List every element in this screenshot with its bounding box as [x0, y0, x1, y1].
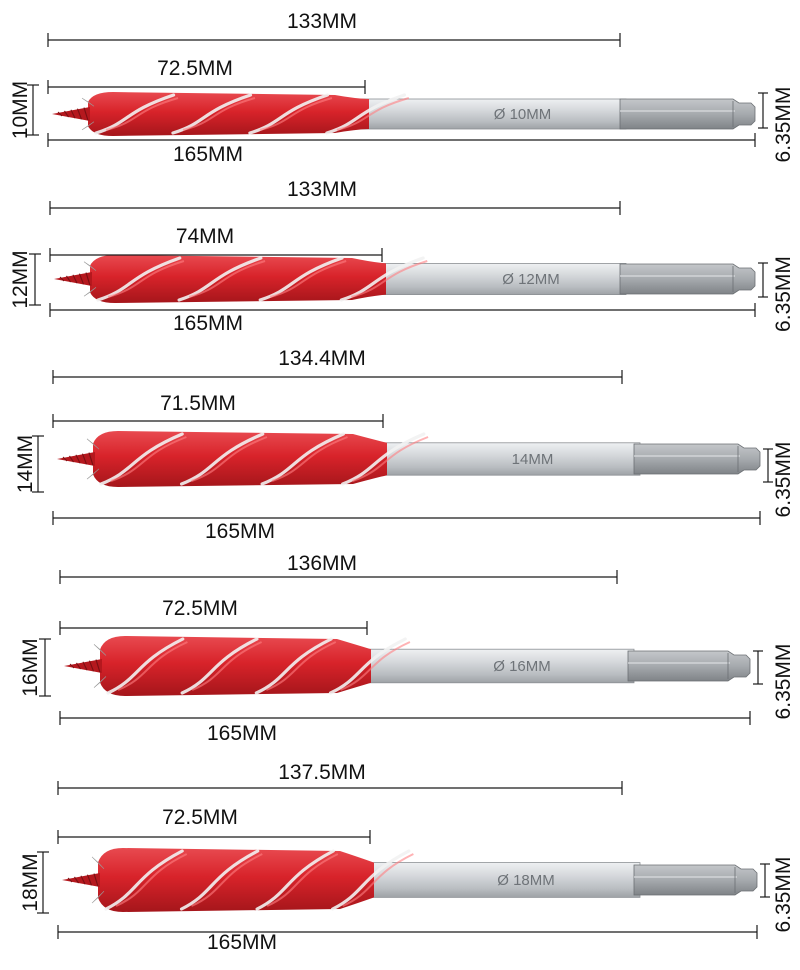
- dim-line-diameter: [37, 851, 49, 914]
- spiral-flute: [91, 848, 414, 912]
- drill-bit-1: Ø 10MM 133MM 72.5MM 165MM 10MM 6.35MM: [9, 10, 795, 166]
- dim-line-flute-length: [47, 80, 366, 94]
- dim-line-flute-length: [57, 830, 371, 844]
- hex-shank: [619, 98, 756, 130]
- screw-tip: [57, 452, 95, 466]
- shank-marking: Ø 16MM: [493, 658, 551, 675]
- total-length-label: 165MM: [173, 143, 243, 166]
- hex-size-label: 6.35MM: [772, 87, 795, 163]
- dim-line-mid-length: [57, 781, 623, 795]
- hex-size-label: 6.35MM: [772, 644, 795, 720]
- dim-line-hex-size: [758, 262, 768, 298]
- hex-size-label: 6.35MM: [772, 256, 795, 332]
- dim-line-total-length: [47, 133, 756, 147]
- dim-line-total-length: [52, 511, 761, 525]
- shank-marking: Ø 12MM: [502, 271, 560, 288]
- mid-length-label: 134.4MM: [278, 347, 366, 370]
- hex-shank: [627, 650, 751, 682]
- spiral-flute: [93, 636, 411, 696]
- dim-line-hex-size: [760, 863, 770, 898]
- total-length-label: 165MM: [207, 722, 277, 745]
- round-shank: [356, 98, 627, 130]
- dim-line-mid-length: [59, 570, 618, 584]
- diameter-label: 16MM: [19, 638, 42, 696]
- screw-tip: [62, 873, 100, 887]
- dim-line-mid-length: [52, 370, 623, 384]
- drill-bit-5: Ø 18MM 137.5MM 72.5MM 165MM 18MM 6.35MM: [19, 761, 795, 954]
- drill-bit-4: Ø 16MM 136MM 72.5MM 165MM 16MM 6.35MM: [19, 552, 795, 745]
- round-shank: [373, 262, 627, 295]
- mid-length-label: 133MM: [287, 10, 357, 33]
- dim-line-diameter: [39, 638, 51, 697]
- diameter-label: 18MM: [19, 853, 42, 911]
- spiral-flute: [86, 431, 429, 487]
- dim-line-diameter: [29, 253, 41, 306]
- mid-length-label: 137.5MM: [278, 761, 366, 784]
- flute-length-label: 72.5MM: [162, 806, 238, 829]
- hex-shank: [633, 443, 761, 475]
- mid-length-label: 136MM: [287, 552, 357, 575]
- flute-length-label: 74MM: [176, 225, 234, 248]
- spiral-flute: [83, 255, 428, 303]
- flute-length-label: 71.5MM: [160, 392, 236, 415]
- diameter-label: 14MM: [14, 435, 37, 493]
- hex-size-label: 6.35MM: [772, 857, 795, 933]
- shank-marking: Ø 18MM: [497, 872, 555, 889]
- dim-line-diameter: [27, 84, 39, 136]
- hex-shank: [633, 864, 758, 896]
- drill-bit-2: Ø 12MM 133MM 74MM 165MM 12MM 6.35MM: [9, 178, 795, 335]
- dim-line-mid-length: [47, 33, 621, 47]
- diameter-label: 12MM: [9, 250, 32, 308]
- dim-line-total-length: [49, 303, 756, 317]
- dim-line-hex-size: [753, 650, 763, 685]
- round-shank: [361, 862, 641, 898]
- mid-length-label: 133MM: [287, 178, 357, 201]
- dim-line-flute-length: [52, 414, 384, 428]
- screw-tip: [54, 272, 92, 286]
- total-length-label: 165MM: [205, 520, 275, 543]
- screw-tip: [64, 659, 102, 673]
- round-shank: [374, 442, 641, 476]
- flute-length-label: 72.5MM: [157, 57, 233, 80]
- spiral-flute: [81, 92, 410, 136]
- total-length-label: 165MM: [207, 931, 277, 954]
- hex-shank: [619, 263, 756, 295]
- dim-line-total-length: [57, 925, 758, 939]
- dim-line-diameter: [32, 435, 44, 493]
- shank-marking: 14MM: [512, 451, 554, 468]
- flute-length-label: 72.5MM: [162, 597, 238, 620]
- dim-line-total-length: [59, 711, 751, 725]
- dim-line-mid-length: [49, 201, 621, 215]
- drill-bit-3: 14MM 134.4MM 71.5MM 165MM 14MM 6.35MM: [14, 347, 795, 543]
- total-length-label: 165MM: [173, 312, 243, 335]
- dim-line-hex-size: [758, 92, 768, 129]
- shank-marking: Ø 10MM: [494, 106, 552, 123]
- screw-tip: [52, 107, 90, 121]
- hex-size-label: 6.35MM: [772, 442, 795, 518]
- dim-line-flute-length: [59, 621, 368, 635]
- diameter-label: 10MM: [9, 81, 32, 139]
- dim-line-flute-length: [49, 248, 383, 262]
- dim-line-hex-size: [763, 448, 773, 483]
